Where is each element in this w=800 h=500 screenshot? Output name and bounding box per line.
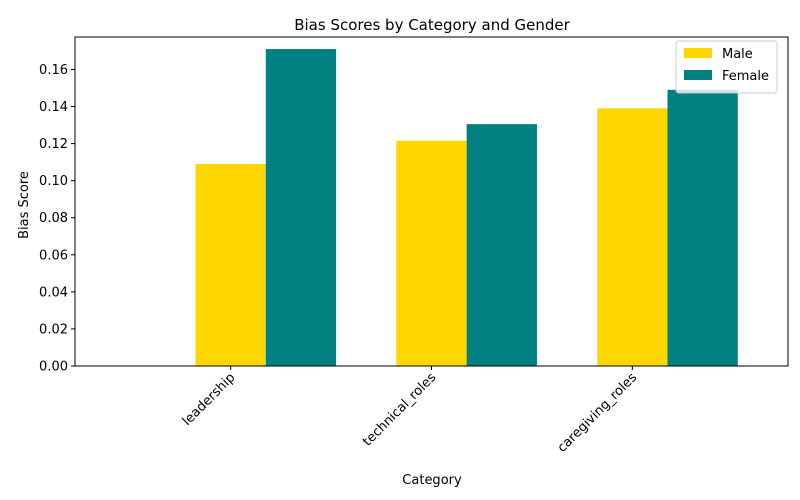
bar-female-leadership — [265, 49, 337, 367]
y-tick-label: 0.16 — [39, 63, 68, 78]
y-tick-label: 0.08 — [39, 211, 68, 226]
y-tick-label: 0.00 — [39, 360, 68, 375]
bar-female-technical_roles — [466, 124, 537, 366]
x-axis-title: Category — [402, 473, 462, 488]
y-tick-label: 0.12 — [39, 137, 68, 152]
x-tick-label-leadership: leadership — [180, 370, 239, 429]
bar-male-leadership — [195, 163, 266, 366]
legend-swatch-female — [684, 70, 712, 80]
y-tick-label: 0.04 — [39, 285, 68, 300]
y-axis-title: Bias Score — [17, 171, 32, 239]
x-tick-label-technical_roles: technical_roles — [360, 370, 439, 449]
y-tick-label: 0.10 — [39, 174, 68, 189]
legend-swatch-male — [684, 48, 712, 58]
bar-female-caregiving_roles — [667, 89, 738, 367]
bars-layer — [195, 49, 738, 367]
legend-label-female: Female — [722, 69, 769, 84]
y-tick-label: 0.14 — [39, 100, 68, 115]
bar-male-technical_roles — [396, 140, 467, 366]
legend: Male Female — [675, 40, 778, 94]
legend-label-male: Male — [722, 47, 753, 62]
bar-male-caregiving_roles — [597, 108, 668, 366]
x-tick-label-caregiving_roles: caregiving_roles — [555, 370, 641, 456]
chart-title: Bias Scores by Category and Gender — [294, 16, 570, 34]
y-tick-label: 0.06 — [39, 248, 68, 263]
y-tick-label: 0.02 — [39, 322, 68, 337]
